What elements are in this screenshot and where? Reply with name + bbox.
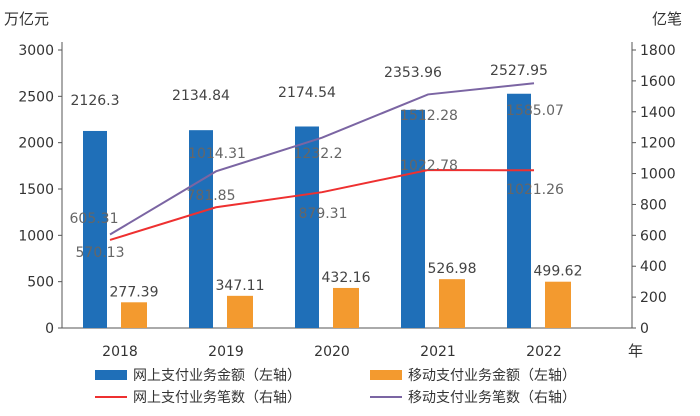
data-label-mobile-count: 1512.28 xyxy=(400,108,458,124)
right-tick-label: 400 xyxy=(640,259,667,275)
legend-label: 移动支付业务笔数（右轴） xyxy=(408,390,576,406)
data-label-online-amount: 2353.96 xyxy=(384,65,442,81)
right-axis-unit: 亿笔 xyxy=(652,10,682,28)
x-tick-label: 2018 xyxy=(102,344,138,360)
data-label-mobile-amount: 432.16 xyxy=(322,270,371,286)
x-tick-label: 2022 xyxy=(526,344,562,360)
right-tick-label: 1000 xyxy=(640,167,676,183)
data-label-mobile-count: 605.31 xyxy=(70,211,119,227)
data-label-online-amount: 2126.3 xyxy=(71,93,120,109)
legend-label: 网上支付业务笔数（右轴） xyxy=(133,390,301,406)
right-tick-label: 600 xyxy=(640,228,667,244)
left-axis-unit: 万亿元 xyxy=(4,10,49,28)
data-label-online-count: 781.85 xyxy=(187,188,236,204)
left-tick-label: 1500 xyxy=(18,182,54,198)
data-label-online-count: 570.13 xyxy=(76,245,125,261)
right-tick-label: 1400 xyxy=(640,105,676,121)
x-axis-unit: 年 xyxy=(628,342,643,360)
bar-mobile-amount xyxy=(121,302,147,328)
left-tick-label: 0 xyxy=(45,321,54,337)
bar-online-amount xyxy=(189,130,213,328)
data-label-online-amount: 2174.54 xyxy=(278,85,336,101)
legend-label: 网上支付业务金额（左轴） xyxy=(133,368,301,384)
bar-online-amount xyxy=(295,126,319,328)
right-tick-label: 800 xyxy=(640,197,667,213)
right-tick-label: 1600 xyxy=(640,74,676,90)
left-tick-label: 1000 xyxy=(18,228,54,244)
x-tick-label: 2019 xyxy=(208,344,244,360)
data-label-mobile-amount: 277.39 xyxy=(110,284,159,300)
left-tick-label: 3000 xyxy=(18,43,54,59)
bar-online-amount xyxy=(401,109,425,329)
data-label-online-count: 879.31 xyxy=(299,206,348,222)
bar-mobile-amount xyxy=(227,295,253,328)
x-tick-label: 2021 xyxy=(420,344,456,360)
left-tick-label: 2000 xyxy=(18,136,54,152)
data-label-mobile-count: 1585.07 xyxy=(506,103,564,119)
data-label-online-amount: 2527.95 xyxy=(490,63,548,79)
right-tick-label: 1200 xyxy=(640,136,676,152)
bar-mobile-amount xyxy=(439,279,465,328)
line-online-count xyxy=(109,169,535,241)
data-label-mobile-amount: 499.62 xyxy=(534,264,583,280)
line-mobile-count xyxy=(109,82,535,236)
left-tick-label: 2500 xyxy=(18,89,54,105)
data-label-mobile-amount: 526.98 xyxy=(428,261,477,277)
data-label-mobile-count: 1014.31 xyxy=(188,146,246,162)
bar-mobile-amount xyxy=(333,287,359,328)
data-label-online-count: 1022.78 xyxy=(400,158,458,174)
x-tick-label: 2020 xyxy=(314,344,350,360)
data-label-mobile-count: 1232.2 xyxy=(294,146,343,162)
bar-online-amount xyxy=(83,130,107,328)
bar-online-amount xyxy=(507,93,531,328)
data-label-mobile-amount: 347.11 xyxy=(216,278,265,294)
left-tick-label: 500 xyxy=(27,275,54,291)
right-tick-label: 200 xyxy=(640,290,667,306)
right-tick-label: 1800 xyxy=(640,43,676,59)
right-tick-label: 0 xyxy=(640,321,649,337)
legend-label: 移动支付业务金额（左轴） xyxy=(408,368,576,384)
legend-swatch xyxy=(95,370,127,380)
legend-swatch xyxy=(370,370,402,380)
data-label-online-amount: 2134.84 xyxy=(172,88,230,104)
data-label-online-count: 1021.26 xyxy=(506,182,564,198)
bar-mobile-amount xyxy=(545,281,571,328)
